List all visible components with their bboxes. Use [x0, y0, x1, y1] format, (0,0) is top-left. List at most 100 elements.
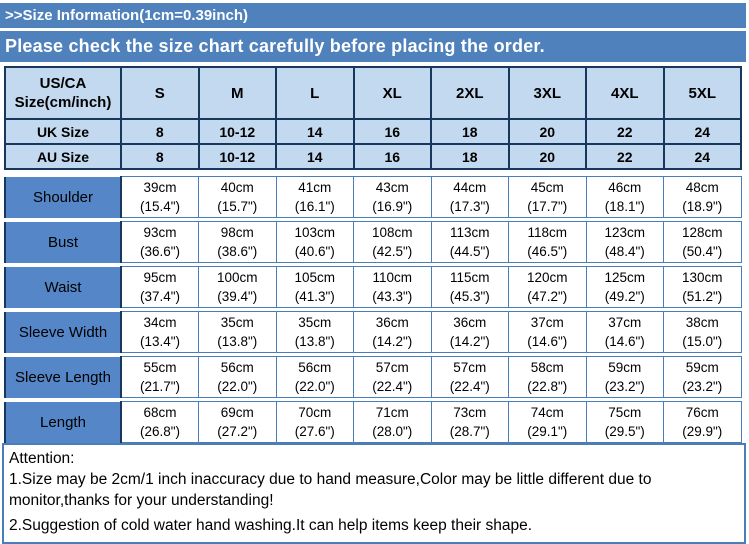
attention-title: Attention:	[9, 450, 75, 467]
size-cell-cm: 113cm	[449, 225, 490, 240]
check-size-chart-banner: Please check the size chart carefully be…	[0, 31, 746, 62]
measurement-row: Shoulder 39cm (15.4") 40cm (15.7") 41cm (16.1"…	[4, 176, 742, 218]
size-cell: 120cm (47.2")	[508, 266, 587, 308]
size-cell-inch: (17.7")	[527, 199, 568, 214]
size-info-header: >>Size Information(1cm=0.39inch)	[0, 3, 746, 28]
size-cell-cm: 120cm	[526, 270, 568, 285]
size-cell: 130cm (51.2")	[663, 266, 742, 308]
size-cell-cm: 76cm	[685, 405, 719, 420]
au-size-row-value: 20	[507, 143, 587, 170]
size-cell: 59cm (23.2")	[585, 356, 664, 398]
size-cell-inch: (48.4")	[604, 244, 645, 259]
size-cell-inch: (40.6")	[294, 244, 335, 259]
size-cell: 48cm (18.9")	[663, 176, 742, 218]
size-cell-cm: 125cm	[604, 270, 646, 285]
size-cell-cm: 70cm	[298, 405, 332, 420]
attention-note: Attention: 1.Size may be 2cm/1 inch inac…	[2, 443, 746, 544]
size-cell-inch: (51.2")	[682, 289, 723, 304]
size-cell: 36cm (14.2")	[353, 311, 432, 353]
size-cell: 41cm (16.1")	[275, 176, 354, 218]
size-cell-inch: (44.5")	[449, 244, 490, 259]
row-spacer	[5, 397, 741, 402]
size-cell-inch: (38.6")	[217, 244, 258, 259]
size-cell: 59cm (23.2")	[663, 356, 742, 398]
size-cell: 70cm (27.6")	[275, 401, 354, 443]
size-cell-cm: 69cm	[220, 405, 254, 420]
measurement-label: Shoulder	[4, 176, 122, 218]
size-cell-inch: (13.8")	[217, 334, 258, 349]
au-size-row: AU Size 8 10-12 14 16 18 20 22 24	[4, 143, 742, 170]
uk-size-row: UK Size 8 10-12 14 16 18 20 22 24	[4, 118, 742, 145]
size-cell-cm: 40cm	[220, 180, 254, 195]
uk-size-row-value: 18	[430, 118, 510, 145]
row-spacer-cell	[5, 352, 741, 357]
size-cell-cm: 74cm	[530, 405, 564, 420]
uk-size-row-label: UK Size	[4, 118, 122, 145]
size-cell-inch: (22.0")	[294, 379, 335, 394]
uk-size-row-value: 8	[120, 118, 200, 145]
size-cell-inch: (41.3")	[294, 289, 335, 304]
row-spacer-cell	[5, 307, 741, 312]
size-cell-cm: 100cm	[216, 270, 258, 285]
measurement-row: Sleeve Width 34cm (13.4") 35cm (13.8") 35cm (1…	[4, 311, 742, 353]
size-cell: 39cm (15.4")	[120, 176, 199, 218]
size-cell: 103cm (40.6")	[275, 221, 354, 263]
size-cell-inch: (46.5")	[527, 244, 568, 259]
attention-note-1: 1.Size may be 2cm/1 inch inaccuracy due …	[9, 471, 652, 509]
au-size-row-value: 10-12	[197, 143, 277, 170]
size-cell-cm: 110cm	[372, 270, 413, 285]
size-col-header: M	[197, 66, 277, 120]
measurement-row: Length 68cm (26.8") 69cm (27.2") 70cm (27.6") 7…	[4, 401, 742, 443]
us-ca-label-line1: US/CA	[39, 75, 87, 92]
size-cell: 55cm (21.7")	[120, 356, 199, 398]
size-cell: 123cm (48.4")	[585, 221, 664, 263]
uk-size-row-value: 16	[352, 118, 432, 145]
size-cell-cm: 56cm	[298, 360, 332, 375]
measurement-row: Waist 95cm (37.4") 100cm (39.4") 105cm (41.3")…	[4, 266, 742, 308]
size-cell-inch: (15.4")	[139, 199, 181, 214]
size-cell-cm: 59cm	[608, 360, 642, 375]
size-cell-inch: (47.2")	[527, 289, 568, 304]
size-cell: 40cm (15.7")	[198, 176, 277, 218]
size-cell-inch: (18.1")	[604, 199, 645, 214]
size-cell: 35cm (13.8")	[198, 311, 277, 353]
size-cell-cm: 44cm	[453, 180, 487, 195]
size-cell-cm: 38cm	[685, 315, 719, 330]
size-cell-cm: 59cm	[685, 360, 719, 375]
size-cell-inch: (49.2")	[604, 289, 645, 304]
size-cell-cm: 108cm	[371, 225, 413, 240]
size-cell-inch: (22.8")	[527, 379, 568, 394]
measurement-label: Waist	[4, 266, 122, 308]
size-cell-inch: (15.7")	[217, 199, 258, 214]
us-ca-label-line2: Size(cm/inch)	[14, 94, 112, 111]
au-size-row-label: AU Size	[4, 143, 122, 170]
size-cell-inch: (14.2")	[372, 334, 413, 349]
size-cell: 56cm (22.0")	[198, 356, 277, 398]
measurement-row: Bust 93cm (36.6") 98cm (38.6") 103cm (40.6") 10…	[4, 221, 742, 263]
size-cell-inch: (16.9")	[372, 199, 413, 214]
size-cell: 37cm (14.6")	[508, 311, 587, 353]
size-cell-cm: 128cm	[681, 225, 723, 240]
size-cell-inch: (21.7")	[139, 379, 181, 394]
size-cell-inch: (18.9")	[682, 199, 723, 214]
size-cell: 125cm (49.2")	[585, 266, 664, 308]
size-cell-cm: 75cm	[608, 405, 642, 420]
row-spacer	[5, 217, 741, 222]
size-cell-cm: 57cm	[453, 360, 487, 375]
size-cell: 44cm (17.3")	[430, 176, 509, 218]
size-cell-inch: (39.4")	[217, 289, 258, 304]
size-cell: 113cm (44.5")	[430, 221, 509, 263]
attention-note-2: 2.Suggestion of cold water hand washing.…	[9, 517, 533, 534]
size-cell: 57cm (22.4")	[430, 356, 509, 398]
size-col-header: XL	[352, 66, 432, 120]
size-cell: 56cm (22.0")	[275, 356, 354, 398]
size-cell: 38cm (15.0")	[663, 311, 742, 353]
size-cell-cm: 130cm	[681, 270, 723, 285]
size-cell-inch: (22.4")	[449, 379, 490, 394]
size-cell-inch: (14.6")	[604, 334, 645, 349]
size-cell-inch: (29.9")	[682, 424, 723, 439]
size-cell-inch: (42.5")	[372, 244, 413, 259]
size-cell-inch: (17.3")	[449, 199, 490, 214]
size-cell-inch: (23.2")	[604, 379, 645, 394]
size-info-header-text: >>Size Information(1cm=0.39inch)	[5, 7, 248, 24]
